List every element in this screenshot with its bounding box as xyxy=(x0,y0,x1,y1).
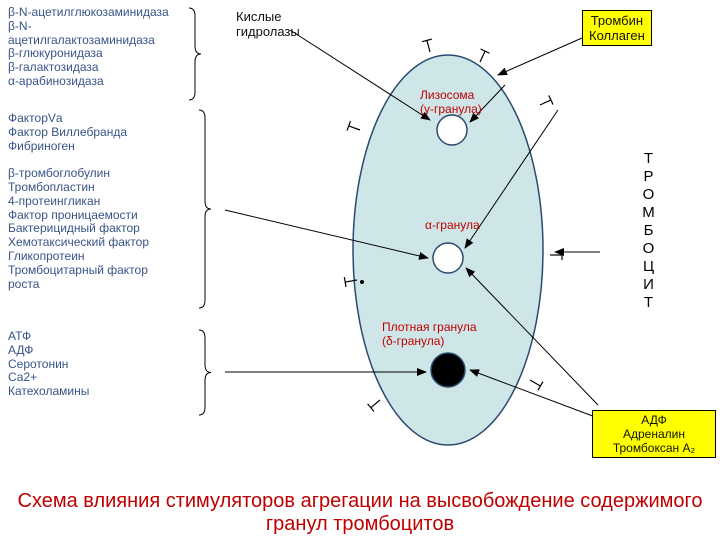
lysosome-label: Лизосома (γ-гранула) xyxy=(420,88,482,116)
enzyme-list: β-N-ацетилглюкозаминидазаβ-N-ацетилгалак… xyxy=(8,6,188,89)
thrombocyte-vertical-label: ТРОМБОЦИТ xyxy=(640,150,657,312)
adp-adrenaline-box: АДФ Адреналин Тромбоксан А₂ xyxy=(592,410,716,458)
alpha-granule-label: α-гранула xyxy=(425,218,480,232)
dense-granule-label: Плотная гранула (δ-гранула) xyxy=(382,320,477,348)
thrombin-collagen-box: Тромбин Коллаген xyxy=(582,10,652,46)
alpha-contents-list: ФакторVаФактор ВиллебрандаФибриноген β-т… xyxy=(8,112,198,291)
acid-hydrolases-label: Кислые гидролазы xyxy=(236,10,300,40)
dense-contents-list: АТФАДФСеротонинСа2+Катехоламины xyxy=(8,330,198,399)
diagram-caption: Схема влияния стимуляторов агрегации на … xyxy=(10,490,710,536)
